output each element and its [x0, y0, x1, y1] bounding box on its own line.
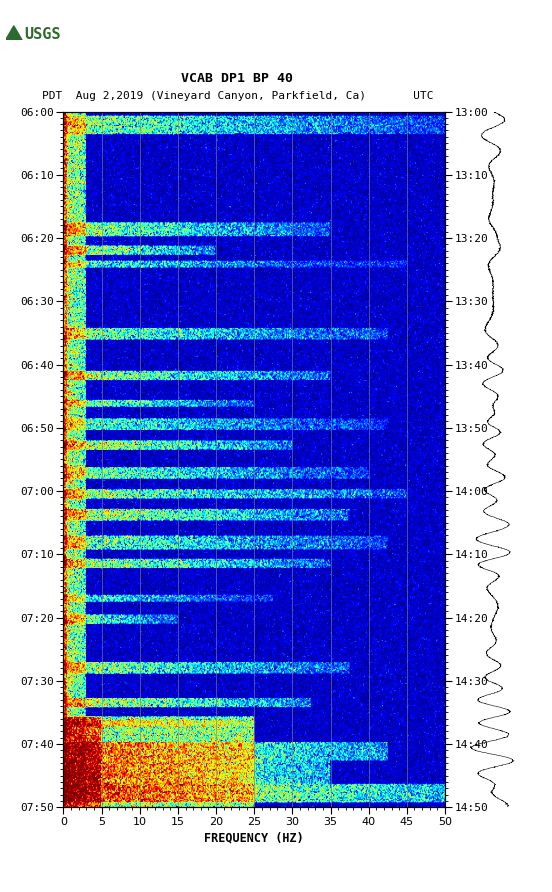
Polygon shape — [6, 26, 22, 40]
Text: VCAB DP1 BP 40: VCAB DP1 BP 40 — [182, 72, 293, 85]
Text: PDT  Aug 2,2019 (Vineyard Canyon, Parkfield, Ca)       UTC: PDT Aug 2,2019 (Vineyard Canyon, Parkfie… — [41, 91, 433, 102]
Text: USGS: USGS — [24, 28, 61, 42]
X-axis label: FREQUENCY (HZ): FREQUENCY (HZ) — [204, 831, 304, 844]
